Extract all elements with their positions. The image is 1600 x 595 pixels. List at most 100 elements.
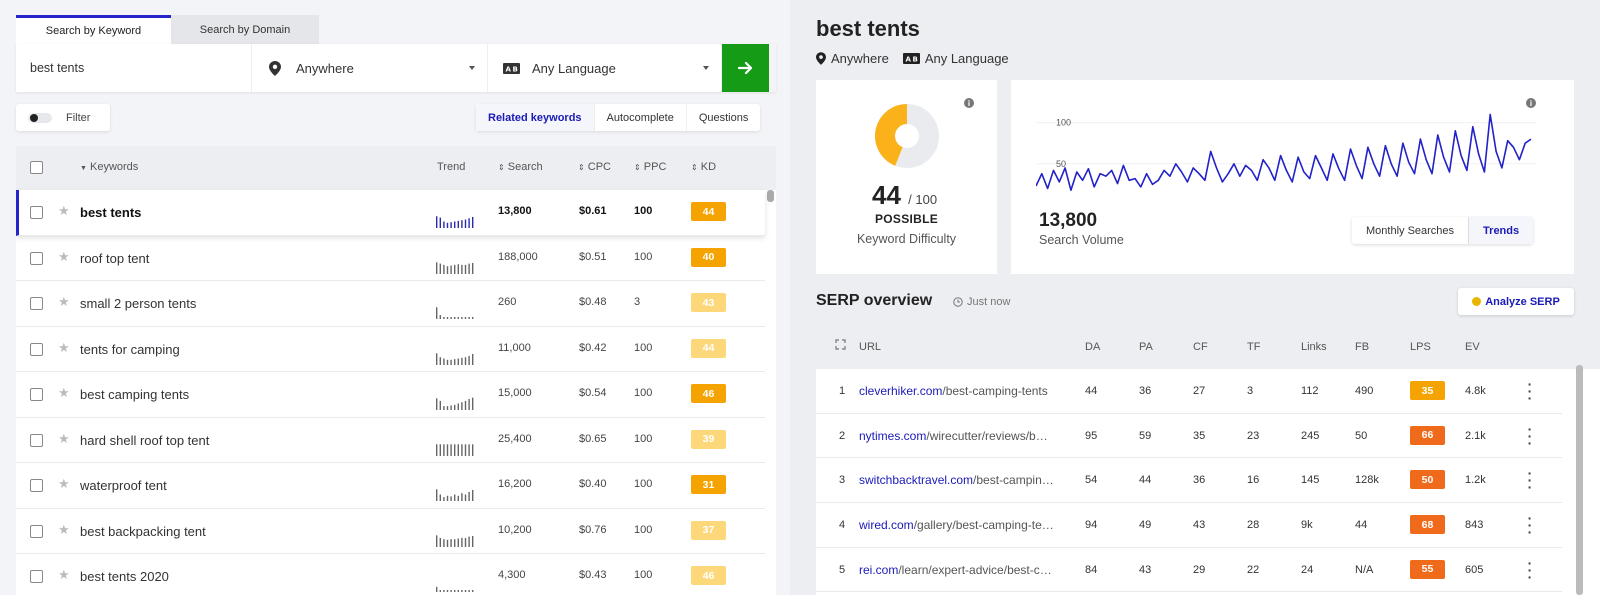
sort-cpc-header[interactable]: ⇕ CPC bbox=[578, 161, 611, 173]
more-options-icon[interactable]: · · · bbox=[1527, 465, 1533, 496]
url-path[interactable]: /best-camping-tents bbox=[942, 384, 1048, 398]
keyword-text[interactable]: hard shell roof top tent bbox=[80, 432, 210, 448]
analyze-serp-button[interactable]: Analyze SERP bbox=[1458, 288, 1574, 315]
search-submit-button[interactable] bbox=[722, 44, 769, 92]
kd-badge: 46 bbox=[691, 566, 726, 585]
result-url[interactable]: switchbacktravel.com/best-campin… bbox=[859, 473, 1071, 487]
trend-bar bbox=[454, 538, 456, 547]
tab-questions[interactable]: Questions bbox=[698, 111, 749, 124]
serp-row: 5 rei.com/learn/expert-advice/best-c… 84 43… bbox=[816, 548, 1562, 593]
star-icon[interactable]: ★ bbox=[58, 339, 70, 355]
row-checkbox[interactable] bbox=[30, 570, 43, 583]
star-icon[interactable]: ★ bbox=[58, 385, 70, 400]
table-row[interactable]: ★ roof top tent 188,000 $0.51 100 40 bbox=[16, 236, 765, 281]
location-select[interactable]: Anywhere bbox=[252, 44, 488, 92]
star-icon[interactable]: ★ bbox=[58, 567, 70, 582]
sort-keywords-header[interactable]: ▼ Keywords bbox=[80, 161, 139, 173]
url-domain[interactable]: wired.com bbox=[859, 518, 914, 533]
keyword-text[interactable]: best camping tents bbox=[80, 387, 190, 402]
table-row[interactable]: ★ tents for camping 11,000 $0.42 100 44 bbox=[16, 327, 765, 372]
result-url[interactable]: rei.com/learn/expert-advice/best-c… bbox=[859, 563, 1071, 577]
star-icon[interactable]: ★ bbox=[58, 203, 70, 218]
row-checkbox[interactable] bbox=[30, 251, 43, 265]
lps-badge: 66 bbox=[1410, 425, 1445, 445]
star-icon[interactable]: ★ bbox=[58, 430, 70, 446]
difficulty-value: 44 bbox=[872, 180, 901, 210]
serp-scrollbar[interactable] bbox=[1576, 365, 1583, 595]
keyword-text[interactable]: tents for camping bbox=[80, 341, 180, 357]
toggle-switch[interactable] bbox=[28, 112, 52, 123]
result-url[interactable]: cleverhiker.com/best-camping-tents bbox=[859, 384, 1071, 398]
url-domain[interactable]: switchbacktravel.com bbox=[859, 473, 974, 488]
tab-search-by-domain[interactable]: Search by Domain bbox=[171, 15, 319, 44]
more-options-icon[interactable]: · · · bbox=[1527, 420, 1533, 451]
row-checkbox[interactable] bbox=[30, 297, 43, 310]
trend-bar bbox=[461, 264, 463, 274]
keyword-input[interactable] bbox=[16, 44, 252, 92]
more-options-icon[interactable]: · · · bbox=[1527, 554, 1533, 585]
row-checkbox[interactable] bbox=[30, 206, 43, 219]
trend-bar bbox=[461, 317, 463, 319]
trend-bar bbox=[446, 359, 449, 365]
table-row[interactable]: ★ best camping tents 15,000 $0.54 100 46 bbox=[16, 372, 765, 418]
row-checkbox[interactable] bbox=[30, 388, 43, 401]
filter-toggle[interactable]: Filter bbox=[16, 104, 110, 131]
table-scrollbar[interactable] bbox=[767, 190, 774, 202]
trend-bar bbox=[472, 535, 474, 547]
star-icon[interactable]: ★ bbox=[58, 476, 70, 491]
trend-bar bbox=[443, 221, 445, 228]
da-value: 94 bbox=[1085, 519, 1098, 532]
url-path[interactable]: /gallery/best-camping-te… bbox=[913, 518, 1054, 533]
difficulty-arc bbox=[875, 104, 908, 166]
trend-bar bbox=[446, 222, 449, 228]
url-path[interactable]: /learn/expert-advice/best-c… bbox=[898, 562, 1052, 577]
sort-ppc-header[interactable]: ⇕ PPC bbox=[634, 161, 667, 173]
trend-bar bbox=[439, 537, 441, 547]
tab-autocomplete[interactable]: Autocomplete bbox=[595, 104, 687, 131]
keyword-text[interactable]: waterproof tent bbox=[80, 478, 167, 493]
table-row[interactable]: ★ best tents 13,800 $0.61 100 44 bbox=[16, 190, 765, 236]
url-domain[interactable]: nytimes.com bbox=[859, 428, 927, 443]
row-checkbox[interactable] bbox=[30, 479, 43, 492]
url-path[interactable]: /wirecutter/reviews/b… bbox=[926, 428, 1048, 443]
tab-related-keywords[interactable]: Related keywords bbox=[476, 104, 595, 131]
keyword-text[interactable]: best tents bbox=[80, 205, 142, 220]
select-all-checkbox[interactable] bbox=[30, 161, 43, 174]
table-row[interactable]: ★ best tents 2020 4,300 $0.43 100 46 bbox=[16, 554, 765, 595]
result-url[interactable]: wired.com/gallery/best-camping-te… bbox=[859, 518, 1071, 532]
tab-search-by-keyword[interactable]: Search by Keyword bbox=[16, 15, 171, 44]
sort-search-header[interactable]: ⇕ Search bbox=[498, 161, 543, 173]
keyword-text[interactable]: best backpacking tent bbox=[80, 523, 206, 539]
star-icon[interactable]: ★ bbox=[58, 294, 70, 309]
ev-header: EV bbox=[1465, 341, 1480, 353]
more-options-icon[interactable]: · · · bbox=[1527, 376, 1533, 406]
trend-bar bbox=[461, 357, 463, 365]
table-row[interactable]: ★ best backpacking tent 10,200 $0.76 100 37 bbox=[16, 509, 765, 554]
sort-kd-header[interactable]: ⇕ KD bbox=[691, 161, 717, 173]
monthly-searches-button[interactable]: Monthly Searches bbox=[1366, 224, 1455, 237]
more-options-icon[interactable]: · · · bbox=[1527, 510, 1533, 541]
url-domain[interactable]: cleverhiker.com bbox=[859, 384, 943, 398]
url-domain[interactable]: rei.com bbox=[859, 562, 899, 577]
table-row[interactable]: ★ small 2 person tents 260 $0.48 3 43 bbox=[16, 281, 765, 327]
url-path[interactable]: /best-campin… bbox=[973, 473, 1054, 488]
table-row[interactable]: ★ hard shell roof top tent 25,400 $0.65 100 3… bbox=[16, 418, 765, 463]
location-pin-icon bbox=[266, 60, 284, 76]
row-checkbox[interactable] bbox=[30, 342, 43, 356]
result-url[interactable]: nytimes.com/wirecutter/reviews/b… bbox=[859, 429, 1071, 443]
star-icon[interactable]: ★ bbox=[58, 248, 70, 264]
row-checkbox[interactable] bbox=[30, 524, 43, 538]
trend-bar bbox=[436, 489, 438, 501]
keyword-text[interactable]: best tents 2020 bbox=[80, 569, 169, 584]
trends-button[interactable]: Trends bbox=[1468, 217, 1534, 244]
row-checkbox[interactable] bbox=[30, 433, 43, 447]
trend-bar bbox=[436, 443, 438, 456]
info-icon[interactable]: i bbox=[964, 98, 974, 108]
keyword-text[interactable]: roof top tent bbox=[80, 250, 150, 266]
info-icon[interactable]: i bbox=[1526, 98, 1536, 108]
keyword-text[interactable]: small 2 person tents bbox=[80, 296, 197, 311]
star-icon[interactable]: ★ bbox=[58, 521, 70, 537]
expand-icon[interactable] bbox=[835, 339, 846, 353]
table-row[interactable]: ★ waterproof tent 16,200 $0.40 100 31 bbox=[16, 463, 765, 509]
